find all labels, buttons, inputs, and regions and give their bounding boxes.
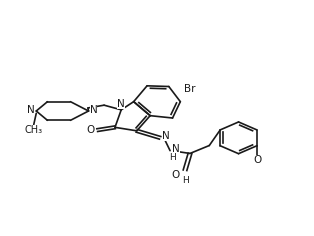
Text: N: N [27,105,35,115]
Text: O: O [171,170,180,180]
Text: Br: Br [184,84,195,94]
Text: N: N [89,105,97,115]
Text: N: N [162,131,170,141]
Text: N: N [172,144,180,155]
Text: CH₃: CH₃ [25,125,43,135]
Text: N: N [117,99,125,109]
Text: O: O [86,125,95,135]
Text: O: O [253,156,262,165]
Text: H: H [182,177,189,185]
Text: H: H [169,153,176,162]
